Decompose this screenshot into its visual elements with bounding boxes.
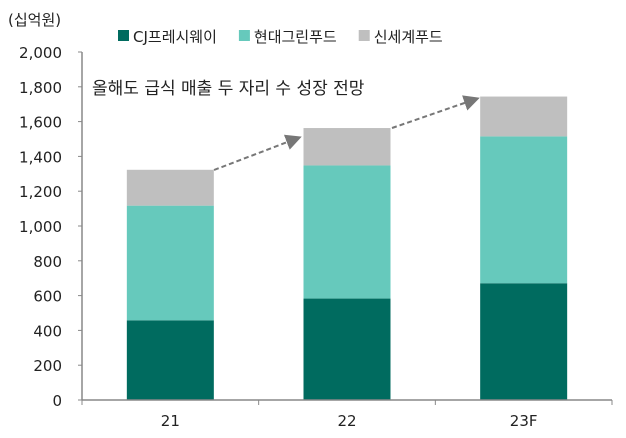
x-tick-label: 22 xyxy=(337,412,356,430)
bar-segment xyxy=(303,165,391,299)
legend-swatch xyxy=(238,30,250,41)
y-tick-label: 2,000 xyxy=(19,44,62,62)
legend-label: 신세계푸드 xyxy=(374,28,443,46)
y-tick-label: 1,200 xyxy=(19,183,62,201)
y-tick-label: 800 xyxy=(33,253,62,271)
trend-arrow xyxy=(213,134,302,171)
bar-segment xyxy=(480,96,568,137)
bar-segment xyxy=(126,169,214,206)
y-tick-label: 400 xyxy=(33,322,62,340)
legend: CJ프레시웨이 현대그린푸드 신세계푸드 xyxy=(118,28,443,46)
bar-segment xyxy=(126,205,214,321)
bar-segment xyxy=(303,128,391,166)
legend-swatch xyxy=(358,30,370,41)
bar-segment xyxy=(126,320,214,400)
bar-segment xyxy=(480,283,568,400)
y-tick-label: 1,600 xyxy=(19,114,62,132)
x-axis: 21 22 23F xyxy=(81,399,613,430)
y-tick-label: 1,000 xyxy=(19,218,62,236)
bars xyxy=(126,96,568,400)
y-tick-label: 0 xyxy=(52,392,62,410)
unit-label: (십억원) xyxy=(8,11,61,29)
y-tick-label: 600 xyxy=(33,288,62,306)
y-tick-label: 1,400 xyxy=(19,148,62,166)
bar-segment xyxy=(303,298,391,400)
x-tick-label: 21 xyxy=(161,412,180,430)
legend-swatch xyxy=(118,30,129,41)
legend-label: CJ프레시웨이 xyxy=(133,28,217,46)
legend-label: 현대그린푸드 xyxy=(254,28,337,46)
annotation: 올해도 급식 매출 두 자리 수 성장 전망 xyxy=(92,79,365,99)
y-tick-label: 200 xyxy=(33,357,62,375)
y-tick-label: 1,800 xyxy=(19,79,62,97)
x-tick-label: 23F xyxy=(510,412,538,430)
trend-arrow xyxy=(391,95,480,129)
y-axis: 0 200 400 600 800 1,000 1,200 1,400 1,600 1,800 2,… xyxy=(19,44,83,410)
bar-segment xyxy=(480,136,568,284)
